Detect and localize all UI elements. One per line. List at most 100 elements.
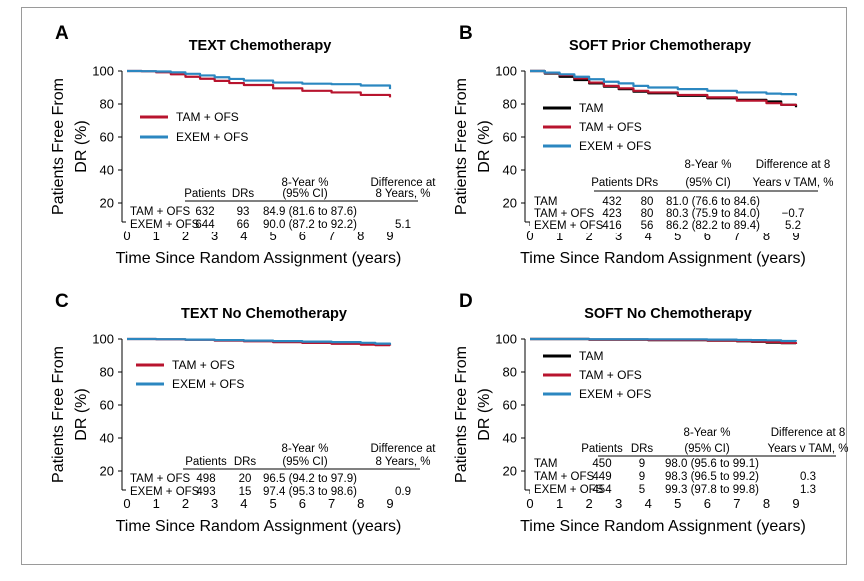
x-tick-label: 8 (763, 496, 770, 511)
x-tick-label: 3 (211, 228, 218, 243)
curve-exem-ofs (127, 69, 392, 90)
row-label: TAM + OFS (534, 208, 594, 220)
table-header-diff-line1: Difference at 8 (771, 427, 846, 439)
row-rate: 99.3 (97.8 to 99.8) (665, 484, 759, 496)
x-tick-label: 9 (792, 228, 799, 243)
legend-label: TAM + OFS (176, 110, 239, 124)
x-tick-label: 5 (269, 228, 276, 243)
y-tick-label: 60 (100, 398, 114, 413)
table-header-ci: (95% CI) (684, 443, 730, 455)
x-tick-label: 1 (153, 228, 160, 243)
legend-label: TAM + OFS (579, 120, 642, 134)
row-rate: 97.4 (95.3 to 98.6) (263, 486, 357, 498)
row-rate: 96.5 (94.2 to 97.9) (263, 473, 357, 485)
x-tick-label: 0 (526, 228, 533, 243)
table-header-diff-line2: Years v TAM, % (753, 177, 834, 189)
row-label: EXEM + OFS (534, 220, 604, 232)
panel-title: SOFT No Chemotherapy (584, 306, 752, 322)
y-axis-label-line1: Patients Free From (453, 78, 470, 215)
table-background (530, 156, 820, 233)
x-tick-label: 0 (123, 228, 130, 243)
y-tick-label: 20 (503, 196, 517, 211)
row-patients: 498 (196, 473, 215, 485)
row-drs: 20 (239, 473, 252, 485)
row-label: TAM + OFS (130, 473, 190, 485)
curve-exem-ofs (530, 337, 798, 343)
table-background (126, 174, 420, 232)
row-drs: 80 (641, 208, 654, 220)
y-axis-label-line2: DR (%) (73, 120, 90, 172)
legend-label: EXEM + OFS (172, 377, 244, 391)
x-tick-label: 7 (328, 228, 335, 243)
row-rate: 98.0 (95.6 to 99.1) (665, 458, 759, 470)
row-patients: 449 (592, 471, 611, 483)
row-drs: 80 (641, 196, 654, 208)
x-tick-label: 8 (357, 228, 364, 243)
row-label: TAM + OFS (130, 206, 190, 218)
table-row: TAM 432 80 81.0 (76.6 to 84.6) (534, 196, 760, 208)
legend-label: TAM + OFS (579, 368, 642, 382)
row-drs: 56 (641, 220, 654, 232)
y-axis-label-line1: Patients Free From (50, 346, 67, 483)
y-tick-label: 100 (92, 332, 114, 347)
table-header-rate: 8-Year % (685, 159, 732, 171)
legend-label: EXEM + OFS (176, 130, 248, 144)
row-drs: 66 (237, 219, 250, 231)
curve-exem-ofs (127, 337, 392, 345)
y-tick-label: 20 (503, 464, 517, 479)
x-tick-label: 3 (211, 496, 218, 511)
y-tick-label: 40 (100, 431, 114, 446)
y-tick-label: 80 (100, 97, 114, 112)
row-rate: 90.0 (87.2 to 92.2) (263, 219, 357, 231)
x-tick-label: 8 (357, 496, 364, 511)
table-header-diff-line2: Years v TAM, % (768, 443, 849, 455)
x-axis-label: Time Since Random Assignment (years) (116, 250, 402, 267)
table-header-patients: Patients (185, 456, 227, 468)
row-patients: 416 (602, 220, 621, 232)
row-rate: 86.2 (82.2 to 89.4) (666, 220, 760, 232)
x-tick-label: 0 (123, 496, 130, 511)
panel-d: D SOFT No Chemotherapy Patients Free From D… (453, 291, 848, 535)
table-row: TAM + OFS 423 80 80.3 (75.9 to 84.0) −0.7 (534, 208, 804, 220)
row-label: TAM (534, 458, 557, 470)
row-label: EXEM + OFS (534, 484, 604, 496)
table-row: EXEM + OFS 416 56 86.2 (82.2 to 89.4) 5.2 (534, 220, 801, 232)
y-axis-label-line1: Patients Free From (453, 346, 470, 483)
table-header-drs: DRs (234, 456, 257, 468)
x-tick-label: 0 (526, 496, 533, 511)
x-tick-label: 9 (792, 496, 799, 511)
x-axis-label: Time Since Random Assignment (years) (520, 518, 806, 535)
table-header-rate: 8-Year % (684, 427, 731, 439)
y-tick-label: 40 (503, 431, 517, 446)
table-background (530, 424, 838, 497)
y-tick-label: 20 (100, 464, 114, 479)
x-tick-label: 1 (153, 496, 160, 511)
row-patients: 454 (592, 484, 612, 496)
row-diff: 1.3 (800, 484, 816, 496)
table-header-rate: 8-Year % (282, 177, 329, 189)
x-tick-label: 1 (556, 496, 563, 511)
y-tick-label: 40 (503, 163, 517, 178)
table-header-patients: Patients (581, 443, 623, 455)
legend-label: TAM + OFS (172, 358, 235, 372)
table-header-ci: (95% CI) (282, 188, 328, 200)
row-patients: 432 (602, 196, 621, 208)
row-diff: 5.1 (395, 219, 411, 231)
y-tick-label: 60 (503, 398, 517, 413)
row-diff: 0.3 (800, 471, 816, 483)
y-tick-label: 100 (495, 332, 517, 347)
table-header-diff-line1: Difference at (371, 443, 437, 455)
table-header-drs: DRs (636, 177, 659, 189)
x-tick-label: 6 (704, 228, 711, 243)
panel-title: SOFT Prior Chemotherapy (569, 38, 751, 54)
curve-tam (530, 69, 798, 108)
x-tick-label: 7 (328, 496, 335, 511)
x-tick-label: 9 (386, 496, 393, 511)
row-label: EXEM + OFS (130, 219, 200, 231)
x-tick-label: 8 (763, 228, 770, 243)
row-rate: 84.9 (81.6 to 87.6) (263, 206, 357, 218)
table-header-drs: DRs (631, 443, 654, 455)
y-tick-label: 80 (503, 97, 517, 112)
